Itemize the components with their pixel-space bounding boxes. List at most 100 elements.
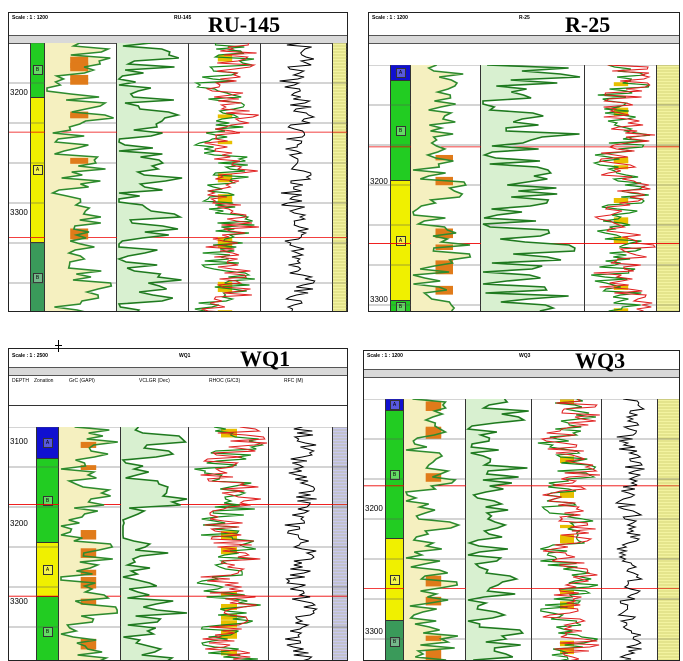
density-curve [540, 399, 601, 660]
zone-label: A [395, 235, 406, 246]
depth-label: 3200 [370, 177, 388, 186]
zone-label: A [42, 564, 53, 575]
zone-segment: B [386, 621, 403, 660]
crossover-fill [217, 54, 233, 62]
zonation-track: A B A B [37, 427, 59, 660]
gamma-ray-track [411, 65, 481, 311]
gamma-ray-track [45, 43, 117, 311]
neutron-curve [192, 43, 255, 311]
zone-label: B [389, 636, 400, 647]
column-header: RHOC (G/C3) [209, 378, 241, 384]
zone-label: A [389, 574, 400, 585]
gamma-ray-curve [46, 43, 114, 311]
zone-segment: B [31, 43, 44, 98]
crossover-fill [613, 217, 629, 224]
crossover-fill [217, 173, 233, 183]
panel-title-wq1: WQ1 [240, 346, 291, 371]
crossover-fill [560, 524, 574, 529]
depth-label: 3300 [365, 627, 383, 636]
resistivity-track [602, 399, 658, 660]
crossover-fill [613, 198, 629, 204]
gamma-ray-curve [404, 399, 461, 660]
crossover-fill [613, 157, 629, 163]
zone-segment: B [386, 411, 403, 539]
density-curve [201, 43, 260, 311]
crossover-fill [560, 536, 574, 544]
resistivity-track [261, 43, 333, 311]
sand-fill [70, 78, 89, 85]
sand-fill [435, 265, 453, 275]
log-tracks: 3200 3300 A B A B [364, 399, 679, 660]
column-header-row [9, 35, 347, 44]
sand-fill [70, 74, 89, 80]
crossover-fill [560, 456, 574, 464]
column-header-row [369, 35, 679, 44]
depth-label: 3200 [365, 504, 383, 513]
zone-label: B [32, 65, 43, 75]
vclay-curve [482, 65, 581, 311]
vclay-track [117, 43, 189, 311]
zone-label: B [395, 301, 406, 311]
zone-segment: A [31, 98, 44, 243]
depth-label: 3300 [10, 597, 28, 606]
crossover-fill [560, 534, 574, 540]
sand-fill [425, 635, 442, 641]
lithology-track [658, 399, 679, 660]
zonation-track: A B A B [391, 65, 411, 311]
scale-label: Scale : 1 : 1200 [12, 15, 48, 21]
depth-label: 3200 [10, 519, 28, 528]
small-title: WQ3 [519, 353, 531, 359]
vclay-curve [465, 399, 529, 660]
vclay-curve [121, 427, 188, 660]
lithology-track [333, 427, 347, 660]
zone-label: A [389, 399, 400, 410]
vclay-fill [466, 399, 529, 660]
log-curves [369, 65, 679, 311]
sand-fill [80, 598, 97, 605]
gamma-fill [59, 427, 118, 660]
resistivity-track [269, 427, 333, 660]
log-curves [9, 427, 347, 660]
density-neutron-track [189, 427, 269, 660]
crossover-fill [217, 114, 233, 119]
depth-label: 3100 [10, 437, 28, 446]
neutron-curve [194, 427, 265, 660]
zone-segment: A [391, 181, 410, 301]
zone-label: B [42, 495, 53, 506]
crossover-fill [217, 194, 233, 204]
crossover-fill [613, 82, 629, 87]
log-tracks: 3100 3200 3300 A B A B [9, 427, 347, 660]
zone-label: A [32, 165, 43, 175]
crossover-fill [217, 310, 233, 311]
log-panel-r25: Scale : 1 : 1200 R-25 3200 3300 A B A B [368, 12, 680, 312]
vclay-fill [117, 43, 183, 311]
sand-fill [435, 260, 453, 267]
small-title: R-25 [519, 15, 530, 21]
gamma-fill [45, 43, 114, 311]
panel-title-r25: R-25 [565, 12, 611, 37]
text-cursor-icon [55, 345, 62, 346]
sand-fill [80, 638, 97, 650]
crossover-fill [560, 491, 574, 498]
vclay-track [121, 427, 189, 660]
log-panel-wq1: Scale : 1 : 2500 WQ1 DEPTH Zonation GrC … [8, 348, 348, 661]
vclay-track [466, 399, 532, 660]
vclay-curve [116, 43, 184, 311]
resistivity-curve [279, 43, 316, 311]
crossover-fill [560, 648, 574, 655]
column-header-row [9, 367, 347, 376]
sand-fill [425, 426, 442, 438]
panel-title-ru145: RU-145 [208, 12, 281, 37]
depth-track: 3200 3300 [9, 43, 31, 311]
crossover-fill [221, 614, 237, 620]
column-header: DEPTH [12, 378, 29, 384]
zone-segment: A [37, 427, 58, 459]
sand-fill [70, 62, 89, 72]
gamma-ray-track [404, 399, 466, 660]
density-curve [200, 427, 268, 660]
sand-fill [425, 596, 442, 606]
zone-segment: B [37, 459, 58, 543]
density-neutron-track [189, 43, 261, 311]
sand-fill [80, 465, 97, 471]
column-header: GrC (GAPI) [69, 378, 95, 384]
